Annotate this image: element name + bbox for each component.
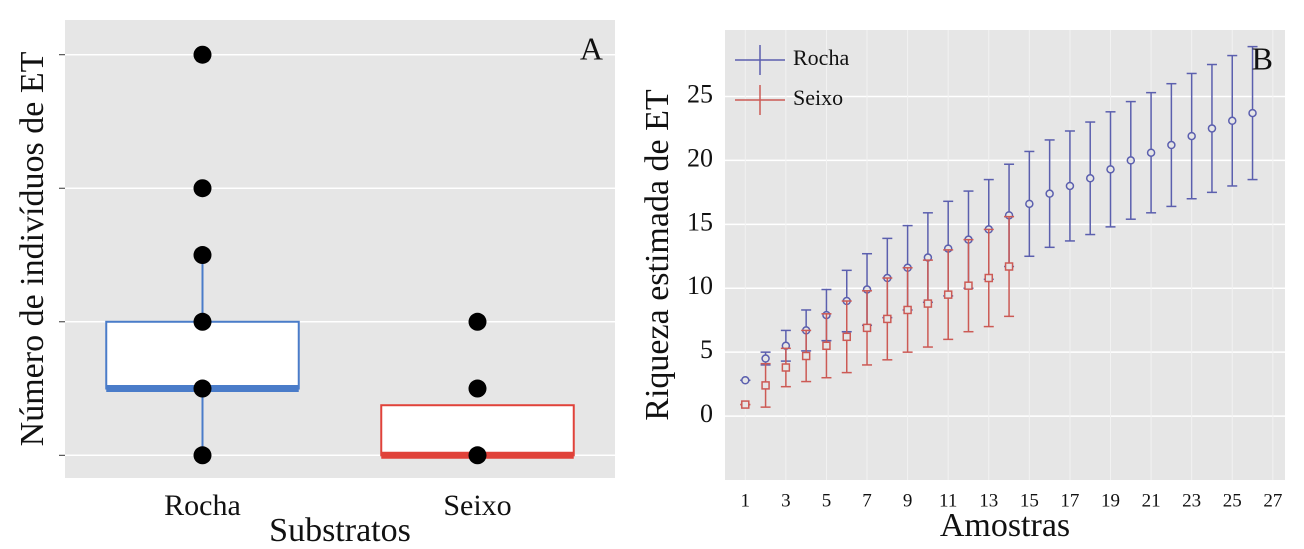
marker	[1126, 156, 1136, 165]
marker	[842, 332, 851, 342]
y-tick-label: 0	[700, 399, 713, 428]
marker	[1248, 108, 1257, 118]
x-tick-label: 13	[979, 490, 998, 511]
marker	[761, 381, 770, 390]
marker	[1025, 199, 1034, 209]
marker	[741, 376, 750, 385]
point	[468, 379, 487, 398]
y-tick-label: 25	[687, 79, 713, 108]
x-tick-label: 3	[781, 490, 791, 511]
point	[193, 312, 212, 331]
box	[105, 320, 300, 390]
x-tick-label: Rocha	[164, 489, 241, 522]
marker	[822, 341, 831, 351]
x-tick-label: 27	[1263, 490, 1282, 511]
marker	[1187, 131, 1196, 141]
y-axis-title: Número de indivíduos de ET	[14, 51, 51, 446]
point	[193, 446, 212, 465]
legend-label: Seixo	[793, 85, 843, 110]
marker	[801, 351, 811, 361]
plot-area	[65, 20, 615, 478]
x-tick-label: 17	[1060, 490, 1079, 511]
marker	[1227, 116, 1237, 126]
point	[468, 446, 487, 465]
x-tick-label: 9	[903, 490, 913, 511]
marker	[862, 323, 872, 333]
marker	[1004, 262, 1014, 271]
x-tick-label: 11	[939, 490, 957, 511]
y-tick-label: 15	[687, 207, 713, 236]
x-tick-label: 1	[741, 490, 751, 511]
panel-label: B	[1252, 40, 1273, 76]
marker	[1045, 189, 1054, 198]
y-tick-label: 20	[687, 143, 713, 172]
y-tick-label: 10	[687, 271, 713, 300]
x-axis-title: Substratos	[269, 512, 411, 549]
marker	[761, 354, 770, 363]
marker	[1146, 148, 1156, 157]
marker	[1207, 124, 1217, 133]
point	[193, 179, 212, 198]
x-tick-label: 21	[1142, 490, 1161, 511]
marker	[964, 281, 973, 290]
marker	[1085, 174, 1095, 183]
marker	[943, 290, 953, 299]
point	[193, 246, 212, 265]
x-tick-label: 23	[1182, 490, 1201, 511]
x-tick-label: Seixo	[443, 489, 511, 522]
marker	[1167, 140, 1176, 150]
marker	[923, 299, 933, 308]
y-axis-title: Riqueza estimada de ET	[639, 89, 676, 421]
x-tick-label: 25	[1223, 490, 1242, 511]
point	[193, 45, 212, 64]
marker	[781, 363, 791, 372]
marker	[984, 273, 994, 283]
marker	[1065, 181, 1075, 191]
legend-label: Rocha	[793, 45, 849, 70]
x-tick-label: 15	[1020, 490, 1039, 511]
marker	[741, 400, 750, 409]
marker	[1106, 165, 1115, 174]
panel-label: A	[580, 30, 603, 66]
x-tick-label: 7	[862, 490, 872, 511]
x-axis-title: Amostras	[940, 507, 1070, 544]
point	[468, 312, 487, 331]
x-tick-label: 19	[1101, 490, 1120, 511]
y-tick-label: 5	[700, 335, 713, 364]
marker	[903, 305, 912, 315]
marker	[883, 314, 892, 324]
point	[193, 379, 212, 398]
x-tick-label: 5	[822, 490, 832, 511]
